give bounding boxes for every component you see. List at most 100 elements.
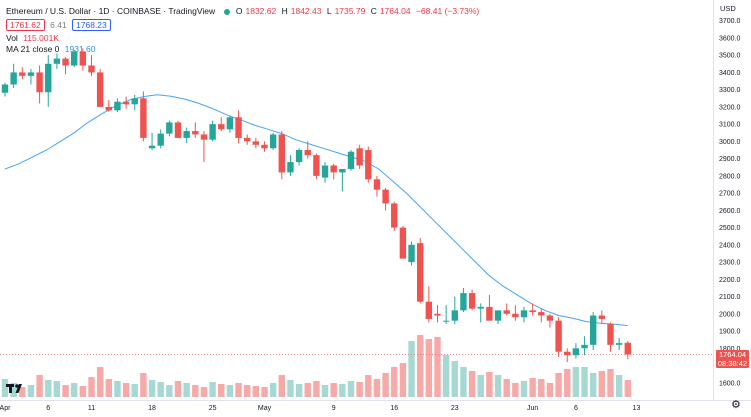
volume-bar <box>278 375 285 397</box>
candle-body[interactable] <box>278 134 285 173</box>
candle-body[interactable] <box>442 320 450 322</box>
candle-body[interactable] <box>391 203 398 228</box>
candle-body[interactable] <box>105 106 112 111</box>
candle-body[interactable] <box>615 343 623 345</box>
y-tick-label: 2500.0 <box>719 225 741 232</box>
candle-body[interactable] <box>157 133 164 146</box>
volume-bar <box>572 367 580 397</box>
candle-body[interactable] <box>36 72 43 93</box>
candle-body[interactable] <box>19 72 26 76</box>
volume-bar <box>304 383 311 397</box>
volume-bar <box>503 379 510 397</box>
volume-bar <box>347 381 355 397</box>
candle-body[interactable] <box>494 310 502 321</box>
last-price-value: 1764.04 <box>718 350 747 359</box>
candle-body[interactable] <box>590 315 597 345</box>
candle-body[interactable] <box>572 348 580 356</box>
candle-body[interactable] <box>148 145 156 149</box>
volume-bar <box>252 386 260 397</box>
candle-body[interactable] <box>295 150 303 163</box>
candle-body[interactable] <box>356 148 363 166</box>
candle-body[interactable] <box>399 227 407 259</box>
y-tick-label: 3400.0 <box>719 70 741 77</box>
candle-body[interactable] <box>53 58 61 64</box>
candle-body[interactable] <box>62 58 69 66</box>
candle-body[interactable] <box>192 131 199 135</box>
y-tick-label: 1600.0 <box>719 380 741 387</box>
candle-body[interactable] <box>313 155 320 176</box>
candle-body[interactable] <box>581 344 588 349</box>
candle-body[interactable] <box>45 63 52 93</box>
candle-body[interactable] <box>79 51 87 66</box>
candle-body[interactable] <box>451 310 458 321</box>
candle-body[interactable] <box>347 151 355 169</box>
y-tick-label: 2100.0 <box>719 294 741 301</box>
candle-body[interactable] <box>88 65 95 73</box>
candle-body[interactable] <box>564 351 571 356</box>
candle-body[interactable] <box>365 150 372 180</box>
ma-line <box>4 94 628 327</box>
candle-body[interactable] <box>373 179 381 190</box>
candle-body[interactable] <box>529 310 536 313</box>
candle-body[interactable] <box>477 306 484 309</box>
candle-body[interactable] <box>235 117 242 138</box>
candle-body[interactable] <box>408 244 415 263</box>
candle-body[interactable] <box>269 134 277 149</box>
candle-body[interactable] <box>607 324 614 345</box>
candle-body[interactable] <box>460 293 467 311</box>
candle-body[interactable] <box>417 243 424 302</box>
candle-body[interactable] <box>287 162 294 173</box>
candle-body[interactable] <box>598 315 606 319</box>
candle-body[interactable] <box>339 168 346 173</box>
candle-body[interactable] <box>321 165 329 178</box>
candle-body[interactable] <box>434 313 441 316</box>
bid-button[interactable]: 1761.62 <box>6 19 45 31</box>
candle-body[interactable] <box>546 315 554 321</box>
ask-button[interactable]: 1768.23 <box>72 19 111 31</box>
candle-body[interactable] <box>486 306 493 321</box>
candle-body[interactable] <box>27 72 35 76</box>
candle-body[interactable] <box>425 301 433 319</box>
candle-body[interactable] <box>624 342 631 355</box>
candle-body[interactable] <box>304 150 311 156</box>
candle-body[interactable] <box>200 134 208 140</box>
spread-value: 6.41 <box>50 20 67 30</box>
candle-body[interactable] <box>512 313 519 318</box>
volume-bar <box>373 379 381 397</box>
volume-bar <box>590 373 597 397</box>
gear-icon[interactable]: ⚙ <box>731 399 741 411</box>
candle-body[interactable] <box>330 165 337 173</box>
candle-body[interactable] <box>209 124 216 140</box>
candle-body[interactable] <box>503 310 510 314</box>
tradingview-logo-icon[interactable] <box>6 381 26 395</box>
candle-body[interactable] <box>538 312 545 316</box>
candle-body[interactable] <box>131 98 138 105</box>
volume-bar <box>295 384 303 397</box>
candle-body[interactable] <box>71 51 78 66</box>
candle-body[interactable] <box>122 101 130 105</box>
candle-body[interactable] <box>468 293 476 309</box>
candle-body[interactable] <box>96 72 104 107</box>
candle-body[interactable] <box>140 98 147 138</box>
candle-body[interactable] <box>166 122 173 134</box>
candle-body[interactable] <box>10 72 17 85</box>
volume-bar <box>244 385 251 397</box>
volume-bar <box>105 379 112 397</box>
candle-body[interactable] <box>1 84 9 93</box>
candle-body[interactable] <box>555 320 562 352</box>
candle-body[interactable] <box>183 131 190 138</box>
volume-bar <box>615 375 623 397</box>
candle-body[interactable] <box>382 189 389 204</box>
candle-body[interactable] <box>252 141 260 145</box>
candle-body[interactable] <box>226 117 234 130</box>
candle-body[interactable] <box>114 101 121 111</box>
candle-body[interactable] <box>218 124 225 130</box>
candle-body[interactable] <box>520 310 528 318</box>
candle-body[interactable] <box>174 122 182 138</box>
candle-body[interactable] <box>261 144 268 149</box>
volume-bar <box>607 369 614 397</box>
candle-body[interactable] <box>244 137 251 142</box>
volume-bar <box>581 367 588 397</box>
